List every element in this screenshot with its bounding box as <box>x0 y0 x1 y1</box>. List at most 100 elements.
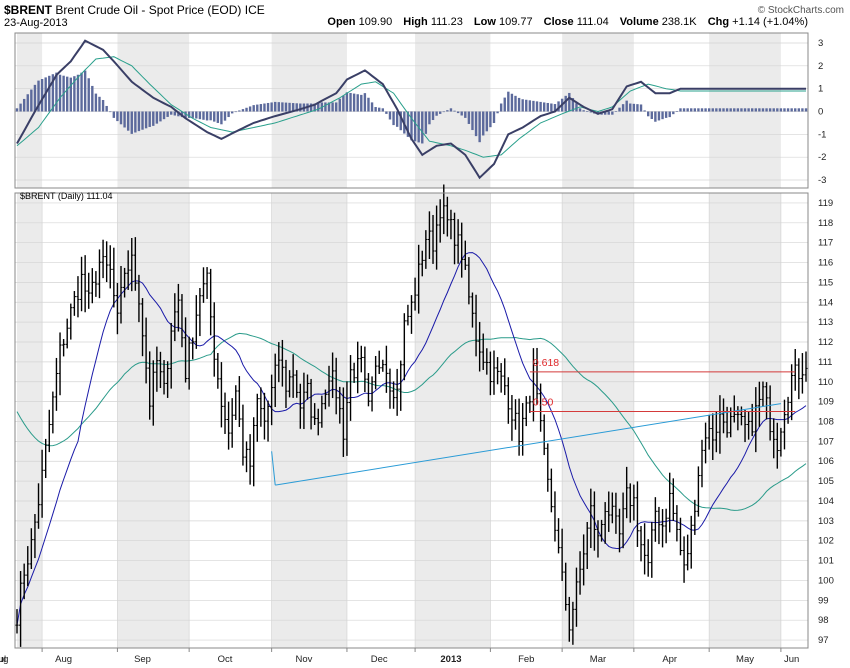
macd-histogram-bar <box>413 111 417 142</box>
macd-histogram-bar <box>517 97 521 112</box>
x-tick-label: Aug <box>0 654 8 665</box>
macd-histogram-bar <box>345 92 349 112</box>
price-tick-label: 106 <box>818 456 834 467</box>
macd-histogram-bar <box>284 102 288 112</box>
ma-slow-line <box>16 332 807 511</box>
price-tick-label: 116 <box>818 258 833 269</box>
macd-histogram-bar <box>539 101 542 112</box>
x-tick-label: Aug <box>55 654 72 665</box>
macd-histogram-bar <box>614 111 618 112</box>
macd-histogram-bar <box>661 111 664 120</box>
macd-histogram-bar <box>672 111 675 115</box>
macd-histogram-bar <box>152 111 155 126</box>
macd-histogram-bar <box>392 111 395 126</box>
high-value: 111.23 <box>430 16 463 28</box>
macd-histogram-bar <box>471 111 474 131</box>
macd-histogram-bar <box>729 108 732 112</box>
macd-histogram-bar <box>187 111 191 118</box>
macd-histogram-bar <box>514 95 517 112</box>
macd-histogram-bar <box>252 105 255 112</box>
macd-histogram-bar <box>794 108 797 112</box>
macd-histogram-bar <box>155 111 159 124</box>
change-label: Chg <box>707 16 730 28</box>
macd-histogram-bar <box>213 111 216 122</box>
macd-histogram-bar <box>492 111 496 124</box>
macd-month-shade <box>117 33 190 188</box>
symbol-ticker: $BRENT <box>4 3 53 17</box>
macd-histogram-bar <box>542 102 546 112</box>
macd-histogram-bar <box>725 108 729 112</box>
macd-histogram-bar <box>711 108 714 112</box>
macd-histogram-bar <box>58 74 62 112</box>
macd-histogram-bar <box>435 111 438 116</box>
macd-histogram-bar <box>682 108 686 112</box>
macd-histogram-bar <box>94 93 98 112</box>
macd-histogram-bar <box>431 111 435 121</box>
macd-histogram-bar <box>381 108 385 112</box>
macd-histogram-bar <box>277 102 281 112</box>
macd-histogram-bar <box>191 111 194 118</box>
macd-histogram-bar <box>166 111 169 117</box>
macd-histogram-bar <box>184 111 187 118</box>
macd-histogram-bar <box>446 110 449 112</box>
macd-histogram-bar <box>317 102 320 112</box>
macd-histogram-bar <box>779 108 783 112</box>
macd-histogram-bar <box>98 96 101 112</box>
macd-histogram-bar <box>754 108 757 112</box>
change-value: +1.14 (+1.04%) <box>732 16 808 28</box>
price-tick-label: 109 <box>818 397 834 408</box>
close-value: 111.04 <box>576 16 609 28</box>
macd-histogram-bar <box>162 111 166 120</box>
macd-histogram-bar <box>704 108 707 112</box>
macd-tick-label: 0 <box>818 107 823 118</box>
macd-histogram-bar <box>586 111 589 112</box>
macd-histogram-bar <box>26 94 29 112</box>
macd-histogram-bar <box>664 111 668 118</box>
macd-tick-label: -2 <box>818 152 826 163</box>
macd-histogram-bar <box>668 111 671 118</box>
macd-tick-label: 1 <box>818 84 823 95</box>
low-value: 109.77 <box>498 16 533 28</box>
high-label: High <box>403 16 428 28</box>
macd-histogram-bar <box>370 102 374 112</box>
exchange-label: ICE <box>244 3 265 17</box>
macd-histogram-bar <box>636 104 639 112</box>
macd-histogram-bar <box>270 102 273 112</box>
macd-histogram-bar <box>73 76 76 112</box>
macd-histogram-bar <box>783 108 786 112</box>
macd-histogram-bar <box>797 108 801 112</box>
macd-histogram-bar <box>195 111 198 119</box>
macd-histogram-bar <box>453 110 456 112</box>
support-trendline <box>275 403 781 486</box>
macd-histogram-bar <box>621 104 625 112</box>
macd-histogram-bar <box>209 111 212 121</box>
macd-histogram-bar <box>686 108 689 112</box>
macd-histogram-bar <box>101 99 105 112</box>
price-panel: 97 98 99 100 101 102 103 104 105 106 107 108 109 110 1… <box>14 184 834 649</box>
macd-histogram-bar <box>123 111 126 128</box>
macd-histogram-bar <box>478 111 481 143</box>
chart-title: $BRENT Brent Crude Oil - Spot Price (EOD… <box>4 3 265 17</box>
macd-histogram-bar <box>356 94 359 112</box>
macd-histogram-bar <box>248 106 252 112</box>
price-month-shade <box>562 193 634 648</box>
price-tick-label: 97 <box>818 635 829 646</box>
price-tick-label: 108 <box>818 416 834 427</box>
macd-histogram-bar <box>801 108 804 112</box>
macd-tick-label: -1 <box>818 129 826 140</box>
macd-histogram-bar <box>532 100 535 112</box>
price-frame <box>14 192 809 649</box>
macd-histogram-bar <box>299 103 302 112</box>
price-tick-label: 107 <box>818 436 834 447</box>
macd-histogram-bar <box>521 99 524 112</box>
price-tick-label: 115 <box>818 277 833 288</box>
macd-histogram-bar <box>489 111 492 128</box>
macd-histogram-bar <box>629 103 632 112</box>
price-tick-label: 104 <box>818 496 834 507</box>
macd-histogram-bar <box>338 98 341 112</box>
macd-histogram-bar <box>625 100 628 112</box>
macd-histogram-bar <box>395 111 399 127</box>
macd-histogram-bar <box>733 108 736 112</box>
macd-histogram-bar <box>126 111 130 131</box>
